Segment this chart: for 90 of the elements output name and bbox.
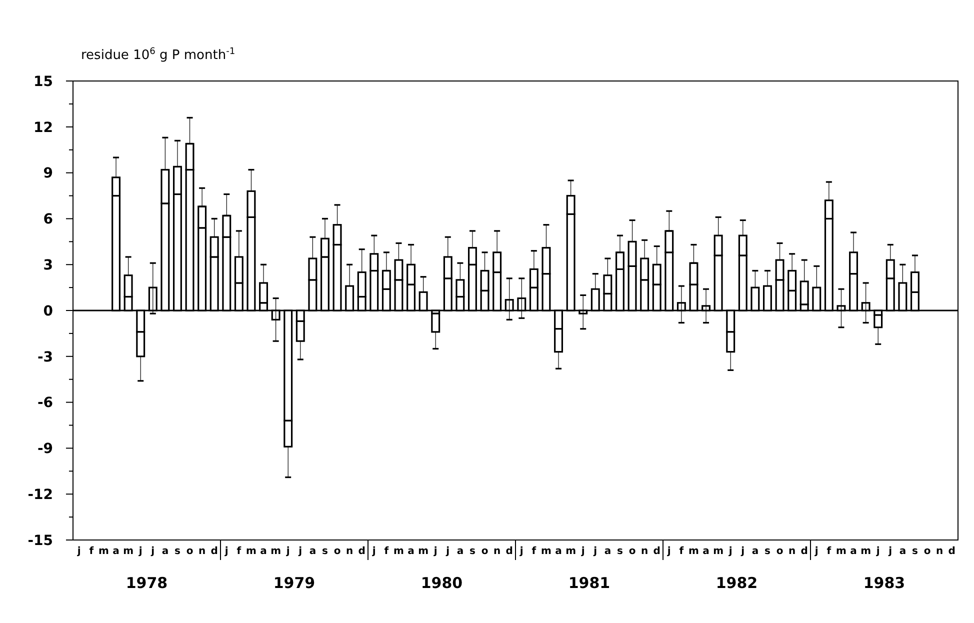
x-tick-label: j [138,546,142,557]
x-tick-label: f [532,546,537,557]
x-tick-label: o [481,546,488,557]
x-tick-label: f [679,546,684,557]
y-tick-label: 15 [34,74,53,90]
x-tick-label: d [210,546,218,557]
x-tick-label: n [641,546,648,557]
x-tick-label: f [236,546,242,557]
x-tick-label: m [713,546,724,557]
x-tick-label: m [418,546,429,557]
x-tick-label: n [198,546,206,557]
x-tick-label: a [162,546,169,557]
x-tick-label: j [728,546,732,557]
x-tick-label: a [112,546,120,557]
x-tick-label: a [260,546,267,557]
x-tick-label: n [788,546,796,557]
x-tick-label: a [850,546,857,557]
x-tick-label: d [948,546,956,557]
x-tick-label: j [580,546,585,557]
x-tick-label: o [628,546,636,557]
x-tick-label: m [860,546,872,557]
x-tick-label: d [653,546,660,557]
y-tick-label: 6 [43,212,53,228]
text: 1982 [716,574,758,592]
x-tick-label: s [174,546,181,557]
x-tick-label: a [702,546,710,557]
x-tick-label: j [371,546,376,557]
text: 1980 [420,574,463,592]
x-tick-label: m [246,546,256,557]
text: 1983 [863,574,906,592]
x-tick-label: o [334,546,341,557]
x-tick-label: a [309,546,316,557]
x-tick-label: m [98,546,109,557]
x-tick-label: f [89,546,94,557]
x-tick-label: o [924,546,931,557]
y-tick-label: 3 [43,258,53,274]
x-tick-label: m [566,546,576,557]
x-tick-label: j [814,546,818,557]
y-tick-label: 12 [34,120,53,136]
x-tick-label: j [298,546,302,557]
x-tick-label: a [752,546,759,557]
x-tick-label: j [76,546,81,557]
x-tick-label: j [888,546,892,557]
x-tick-label: a [408,546,414,557]
text: 1978 [126,574,168,592]
x-tick-label: j [224,546,228,557]
x-tick-label: f [384,546,390,557]
y-tick-label: 0 [43,303,54,320]
x-tick-label: d [800,546,808,557]
x-tick-label: o [186,546,194,557]
x-tick-label: j [518,546,524,557]
text: 1981 [568,574,610,592]
x-tick-label: s [912,546,918,557]
y-tick-label: -12 [28,487,53,503]
x-tick-label: s [322,546,328,557]
x-tick-label: j [285,546,290,557]
x-tick-label: m [394,546,404,557]
x-tick-label: j [150,546,155,557]
x-tick-label: s [470,546,476,557]
x-tick-label: m [836,546,846,557]
x-tick-label: m [270,546,282,557]
x-tick-label: f [826,546,832,557]
text: 1979 [273,574,316,592]
x-tick-label: d [506,546,513,557]
x-tick-label: m [123,546,134,557]
x-tick-label: a [604,546,612,557]
x-tick-label: m [541,546,552,557]
y-tick-label: -6 [37,395,53,412]
x-tick-label: a [555,546,562,557]
y-tick-label: -3 [37,349,53,366]
x-tick-label: d [358,546,366,557]
x-tick-label: j [445,546,450,557]
x-tick-label: j [666,546,671,557]
x-tick-label: n [494,546,501,557]
y-axis-title: residue 10$^{6}$ g P month$^{-1}$ [81,47,236,63]
x-tick-label: a [899,546,906,557]
x-tick-label: n [936,546,944,557]
x-tick-label: j [740,546,745,557]
x-tick-label: o [776,546,784,557]
x-tick-label: a [456,546,464,557]
x-tick-label: j [432,546,438,557]
x-tick-label: n [346,546,354,557]
y-tick-label: -15 [28,532,53,549]
y-tick-label: -9 [37,441,53,458]
x-tick-label: s [617,546,624,557]
y-tick-label: 9 [43,166,53,182]
x-tick-label: j [875,546,880,557]
x-tick-label: m [688,546,699,557]
x-tick-label: s [764,546,771,557]
x-tick-label: j [592,546,598,557]
